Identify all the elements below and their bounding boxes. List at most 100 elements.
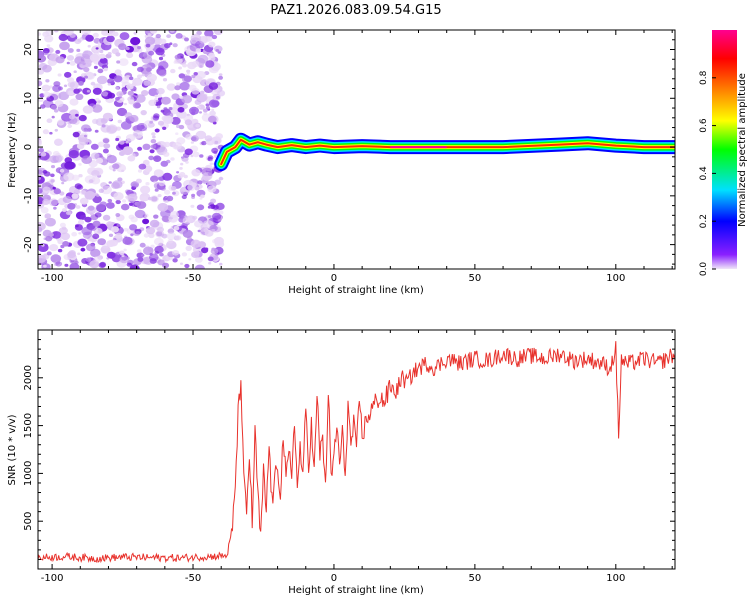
spectrogram-noise-blob [63,84,68,88]
spectrogram-noise-blob [103,67,108,72]
snr-y-ticks: 500 1000 1500 2000 [23,339,675,560]
spectrogram-noise-blob [141,254,145,257]
colorbar-tick-label: 0.8 [699,70,709,85]
spectrogram-noise-blob [75,224,79,228]
spectrogram-frame [37,29,676,270]
spectrogram-noise-blob [179,167,183,170]
spectrogram-noise-blob [156,87,165,95]
spectrogram-noise-blob [219,262,223,266]
spectrogram-noise-blob [94,129,99,133]
spectrogram-noise-blob [50,173,55,178]
spectrogram-noise-blob [146,67,152,72]
spectrogram-noise-blob [80,132,89,139]
spectrogram-noise-blob [195,256,203,263]
spectrogram-noise-blob [123,102,127,106]
spectrogram-noise-blob [208,261,212,265]
spectrogram-noise-blob [106,202,115,209]
spectrogram-noise-blob [81,124,91,133]
spectrogram-noise-blob [162,78,168,82]
spectrogram-noise-blob [69,262,80,269]
spectrogram-noise-blob [173,60,178,64]
spectrogram-noise-blob [68,114,76,120]
spectrogram-noise-blob [197,229,201,233]
spectrogram-noise-blob [209,162,214,166]
spectrogram-noise-blob [65,210,72,216]
spectrogram-noise-blob [211,108,215,112]
spectrogram-noise-blob [153,214,159,219]
spectrogram-noise-blob [204,247,209,251]
spectrogram-noise-blob [117,119,123,124]
spectrogram-noise-blob [158,69,167,77]
spectrogram-noise-blob [46,44,51,48]
spectrogram-noise-blob [76,76,86,84]
spectrogram-noise-blob [143,233,150,238]
spectrogram-noise-blob [95,47,99,50]
spectrogram-noise-blob [67,124,73,129]
spectrogram-noise-blob [200,194,205,199]
spectrogram-noise-blob [208,41,216,48]
spectrogram-noise-blob [184,119,193,126]
spectrogram-noise-blob [145,43,151,48]
snr-ytick-label: 500 [23,512,34,531]
spectrogram-noise-blob [74,183,82,189]
spectrogram-noise-blob [148,50,155,56]
spectrogram-noise-blob [154,188,159,192]
spectrogram-noise-blob [207,172,213,177]
spectrogram-noise-blob [49,131,53,135]
spectrogram-noise-blob [85,257,92,262]
colorbar-tick-label: 0.0 [699,262,709,277]
spectrogram-noise-blob [141,90,149,96]
spectrogram-noise-blob [55,155,64,162]
spectrogram-noise-blob [191,88,200,95]
spectrogram-noise-blob [168,107,173,111]
spectrogram-noise-blob [58,227,68,235]
spectrogram-noise-blob [78,232,82,235]
spectrogram-ytick-label: 10 [23,92,34,105]
spectrogram-ytick-label: -10 [23,188,34,204]
spectrogram-noise-blob [134,209,146,219]
spectrogram-noise-blob [196,30,202,36]
snr-ytick-label: 1500 [23,413,34,438]
colorbar-tick-label: 0.2 [699,214,709,228]
spectrogram-noise-blob [99,261,107,268]
spectrogram-noise-blob [186,72,190,75]
spectrogram-noise-blob [91,170,100,177]
spectrogram-noise-blob [62,196,72,204]
spectrogram-noise-blob [127,193,138,202]
spectrogram-noise-blob [53,150,60,157]
spectrogram-noise-blob [210,198,217,204]
spectrogram-noise-blob [95,97,100,102]
spectrogram-noise-blob [62,208,67,213]
spectrogram-noise-blob [211,34,218,40]
spectrogram-noise-blob [113,192,124,201]
spectrogram-noise-blob [118,139,125,145]
spectrogram-noise-blob [172,142,183,150]
spectrogram-noise-blob [106,251,116,259]
spectrogram-noise-blob [156,105,161,109]
spectrogram-noise-blob [164,43,171,49]
spectrogram-noise-blob [55,49,61,54]
spectrogram-noise-blob [62,241,70,247]
spectrogram-noise-blob [201,140,207,146]
spectrogram-noise-blob [106,35,115,43]
spectrogram-noise-blob [101,124,106,128]
spectrogram-noise-blob [137,66,144,73]
spectrogram-noise-blob [198,63,204,68]
spectrogram-noise-blob [159,38,167,44]
spectrogram-noise-blob [54,128,58,132]
spectrogram-noise-blob [130,233,134,237]
spectrogram-noise-blob [134,94,146,103]
spectrogram-xtick-label: -50 [185,273,201,284]
spectrogram-noise-blob [97,229,102,234]
spectrogram-noise-blob [50,104,58,110]
spectrogram-noise-blob [40,151,47,157]
spectrogram-noise-blob [179,81,190,91]
spectrogram-noise-blob [170,157,175,161]
spectrogram-noise-blob [162,172,173,181]
spectrogram-noise-blob [92,195,102,204]
spectrogram-noise-blob [211,228,216,233]
spectrogram-noise-blob [81,30,91,36]
spectrogram-noise-blob [166,34,172,39]
spectrogram-noise-blob [176,171,180,174]
spectrogram-noise-blob [148,155,154,161]
